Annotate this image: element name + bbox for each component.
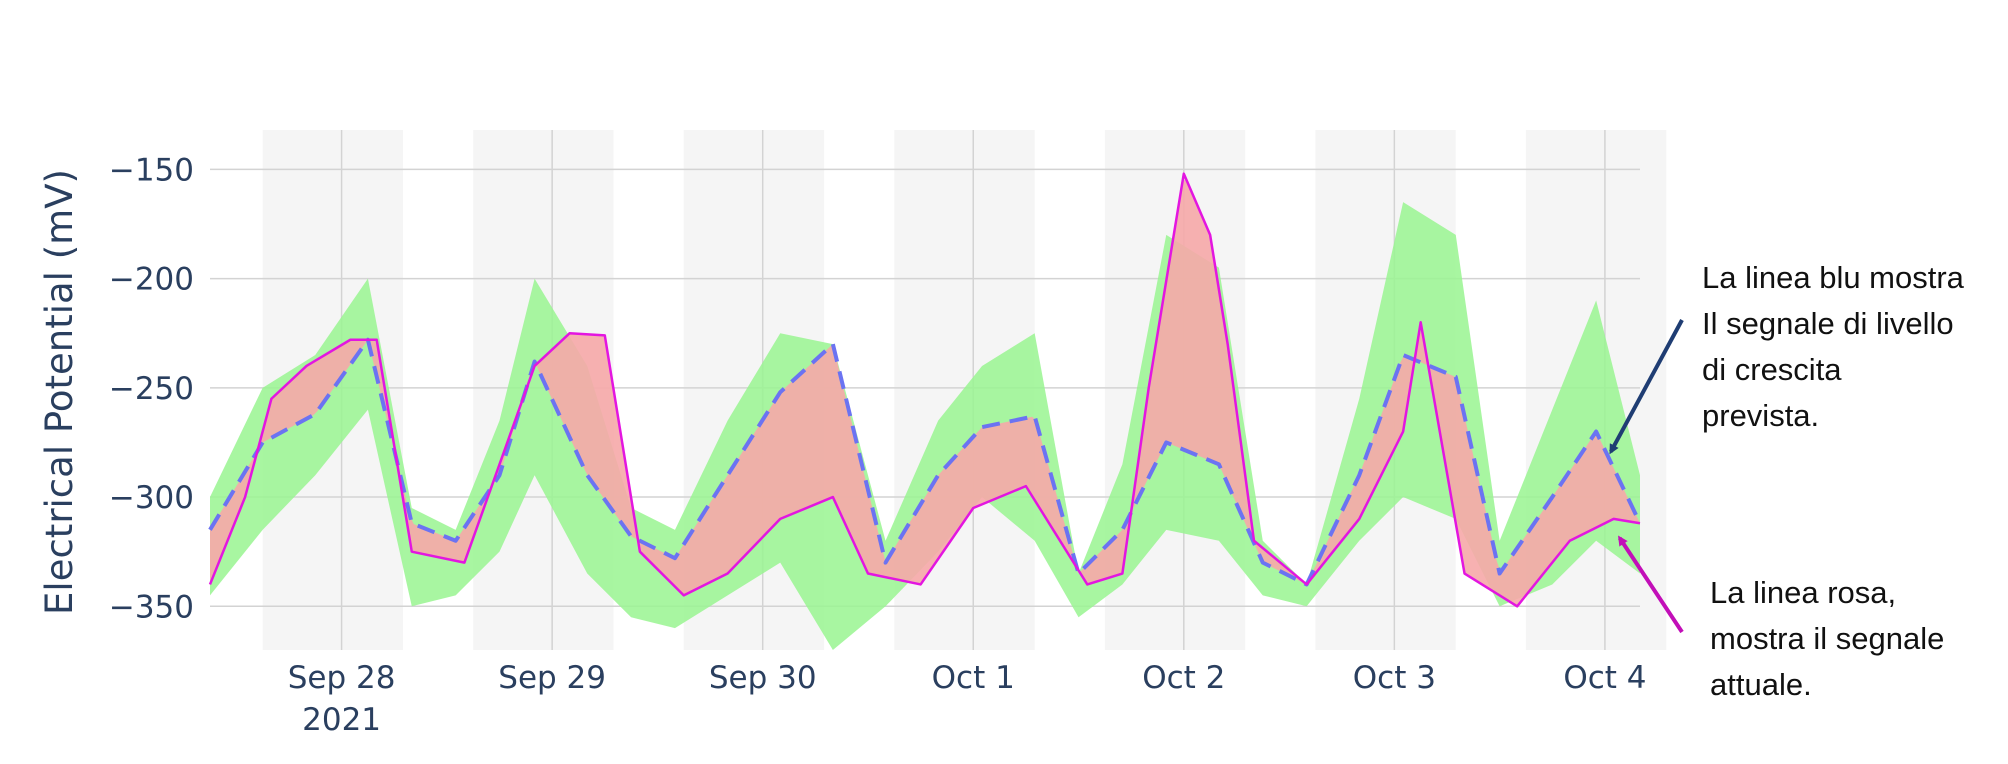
x-tick-label: Oct 2 [1142, 660, 1225, 696]
y-tick-label: −150 [109, 152, 194, 188]
annotation-arrows [1609, 319, 1684, 634]
y-tick-label: −300 [109, 480, 194, 516]
y-tick-label: −200 [109, 262, 194, 298]
prediction-band [210, 178, 1640, 651]
x-tick-label: Sep 29 [498, 660, 606, 696]
x-tick-sublabel: 2021 [302, 702, 381, 738]
blue-annotation-line: di crescita [1702, 352, 1842, 387]
x-tick-label: Sep 30 [709, 660, 817, 696]
axis-ticks: −150 −200 −250 −300 −350 Sep 28 2021 Sep 29 Sep … [109, 152, 1647, 738]
blue-annotation-line: Il segnale di livello [1702, 306, 1954, 341]
y-axis-title: Electrical Potential (mV) [38, 169, 81, 615]
x-tick-label: Oct 3 [1353, 660, 1436, 696]
x-tick-label: Oct 4 [1563, 660, 1646, 696]
predicted-line [208, 337, 1642, 587]
blue-annotation-line: prevista. [1702, 398, 1820, 433]
pink-annotation-arrow [1618, 535, 1684, 634]
series-lines [208, 172, 1642, 608]
x-tick-label: Oct 1 [932, 660, 1015, 696]
pink-annotation-line: attuale. [1710, 667, 1812, 702]
blue-annotation-arrow [1609, 319, 1684, 455]
y-tick-label: −350 [109, 589, 194, 625]
pink-annotation-line: La linea rosa, [1710, 575, 1897, 610]
actual-line [208, 172, 1641, 608]
y-tick-label: −250 [109, 371, 194, 407]
blue-annotation-line: La linea blu mostra [1702, 260, 1964, 295]
pink-line-annotation: La linea rosa, mostra il segnale attuale… [1710, 570, 1944, 708]
x-tick-label: Sep 28 [288, 660, 396, 696]
blue-line-annotation: La linea blu mostra Il segnale di livell… [1702, 255, 1964, 439]
deviation-area [210, 178, 1640, 605]
pink-annotation-line: mostra il segnale [1710, 621, 1945, 656]
